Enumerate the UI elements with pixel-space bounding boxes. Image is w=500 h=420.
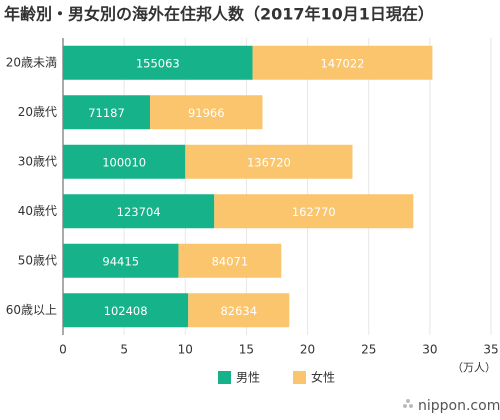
- x-tick-label: 25: [361, 343, 376, 357]
- data-label: 71187: [88, 106, 125, 120]
- y-tick-label: 30歳代: [18, 154, 57, 168]
- bar-segment: [178, 243, 282, 278]
- y-tick-label: 20歳代: [18, 105, 57, 119]
- bar-segment: [150, 95, 263, 130]
- bar-segment: [63, 243, 179, 278]
- data-label: 147022: [321, 56, 365, 70]
- legend-label: 男性: [236, 371, 260, 385]
- unit-label: （万人）: [452, 361, 496, 374]
- bar-segment: [63, 194, 215, 229]
- chart-title: 年齢別・男女別の海外在住邦人数（2017年10月1日現在）: [4, 5, 434, 24]
- data-label: 94415: [102, 254, 139, 268]
- legend-swatch: [293, 371, 306, 384]
- data-label: 100010: [102, 155, 146, 169]
- bar-segment: [63, 144, 186, 179]
- data-label: 102408: [104, 304, 148, 318]
- x-tick-label: 15: [239, 343, 254, 357]
- legend-label: 女性: [311, 370, 335, 385]
- data-label: 162770: [292, 205, 336, 219]
- data-label: 123704: [117, 205, 161, 219]
- data-label: 84071: [212, 254, 249, 268]
- bar-segment: [63, 293, 189, 328]
- legend-swatch: [218, 371, 231, 384]
- bar-segment: [252, 45, 433, 80]
- x-tick-label: 30: [422, 343, 437, 357]
- x-tick-label: 10: [178, 343, 193, 357]
- source: nippon.com: [418, 398, 500, 414]
- y-tick-label: 40歳代: [18, 204, 57, 218]
- data-label: 155063: [136, 56, 180, 70]
- bar-segment: [214, 194, 414, 229]
- y-tick-label: 60歳以上: [6, 303, 57, 317]
- x-tick-label: 5: [120, 343, 128, 357]
- source-logo: [403, 399, 413, 408]
- bar-segment: [185, 144, 353, 179]
- y-tick-label: 50歳代: [18, 253, 57, 267]
- data-label: 91966: [188, 106, 225, 120]
- x-tick-label: 35: [483, 343, 498, 357]
- bar-segment: [63, 95, 151, 130]
- x-tick-label: 20: [300, 343, 315, 357]
- x-tick-label: 0: [59, 343, 67, 357]
- bar-segment: [63, 45, 253, 80]
- bar-segment: [188, 293, 290, 328]
- data-label: 136720: [247, 155, 291, 169]
- data-label: 82634: [220, 304, 257, 318]
- y-tick-label: 20歳未満: [6, 55, 57, 69]
